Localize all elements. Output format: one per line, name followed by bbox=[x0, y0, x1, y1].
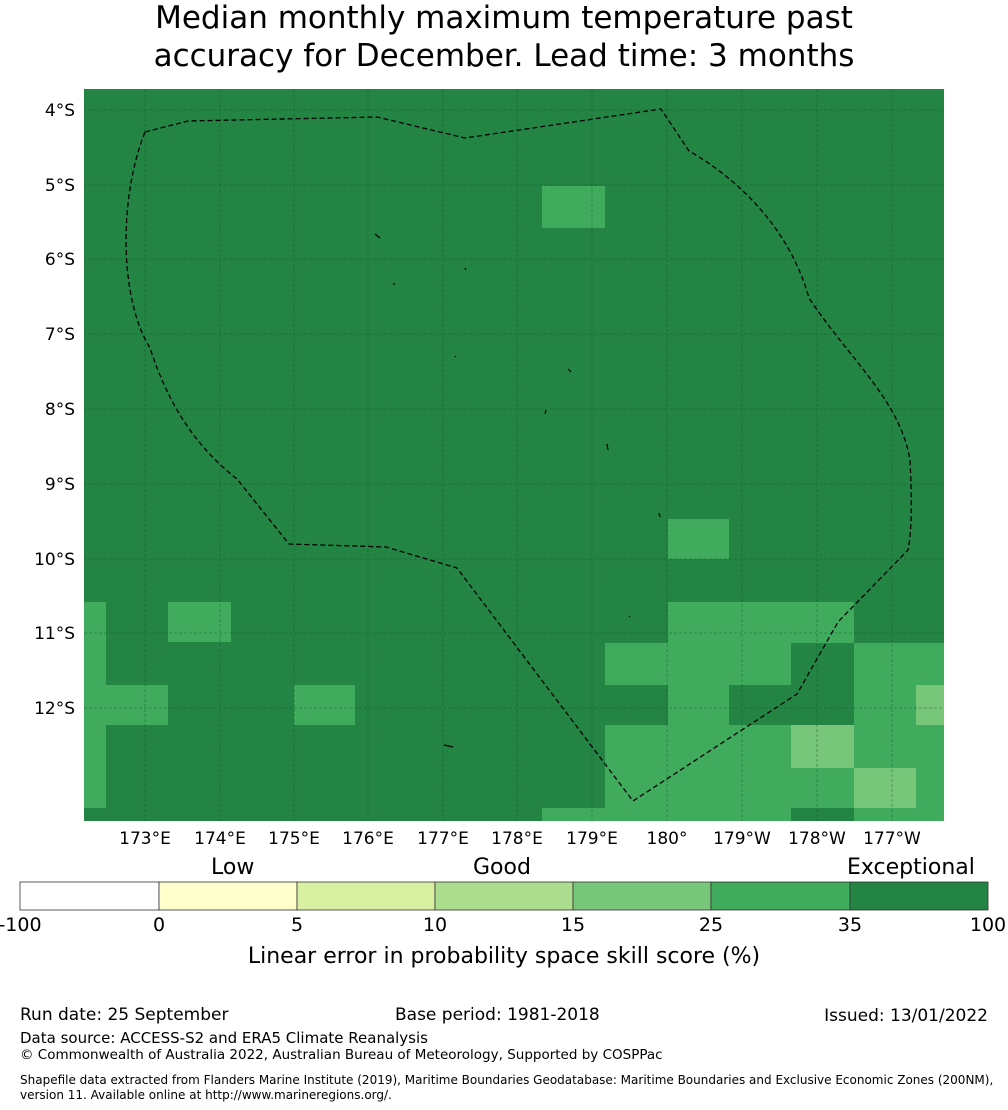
colorbar-segment bbox=[710, 881, 851, 911]
lat-label: 4°S bbox=[45, 101, 75, 121]
skill-cell bbox=[84, 685, 168, 725]
skill-cell bbox=[854, 808, 944, 821]
issued-date: Issued: 13/01/2022 bbox=[824, 1006, 988, 1026]
skill-cell bbox=[668, 519, 729, 559]
colorbar-segment bbox=[434, 881, 574, 911]
colorbar-segment bbox=[19, 881, 160, 911]
skill-cell bbox=[168, 602, 231, 642]
lat-label: 6°S bbox=[45, 250, 75, 270]
category-exceptional: Exceptional bbox=[847, 855, 975, 880]
islands bbox=[374, 233, 661, 748]
colorbar-segment bbox=[296, 881, 436, 911]
colorbar-title: Linear error in probability space skill … bbox=[247, 944, 761, 969]
skill-cell bbox=[542, 186, 605, 228]
skill-cell bbox=[854, 643, 944, 685]
lat-label: 9°S bbox=[45, 475, 75, 495]
lon-label: 179°E bbox=[566, 829, 618, 849]
lon-label: 175°E bbox=[268, 829, 320, 849]
colorbar-tick: 100 bbox=[969, 914, 1007, 936]
title-line-1: Median monthly maximum temperature past bbox=[155, 0, 853, 36]
island bbox=[443, 744, 454, 748]
base-period: Base period: 1981-2018 bbox=[395, 1005, 600, 1025]
lat-label: 7°S bbox=[45, 325, 75, 345]
shapefile-credit: Shapefile data extracted from Flanders M… bbox=[20, 1073, 994, 1102]
eez-boundary bbox=[125, 108, 912, 802]
skill-cell bbox=[542, 808, 605, 821]
lon-label: 178°E bbox=[491, 829, 543, 849]
lat-label: 10°S bbox=[34, 550, 75, 570]
island bbox=[464, 267, 467, 271]
colorbar-tick: 25 bbox=[698, 914, 724, 936]
skill-cell bbox=[668, 602, 854, 643]
category-good: Good bbox=[473, 855, 531, 880]
data-source: Data source: ACCESS-S2 and ERA5 Climate … bbox=[20, 1029, 428, 1047]
lon-label: 179°W bbox=[713, 829, 771, 849]
island bbox=[567, 368, 572, 373]
skill-cell bbox=[854, 768, 916, 808]
skill-cell bbox=[294, 685, 355, 725]
skill-cell bbox=[916, 685, 944, 725]
lat-label: 12°S bbox=[34, 699, 75, 719]
lon-label: 180° bbox=[647, 829, 688, 849]
colorbar-segment bbox=[158, 881, 298, 911]
skill-cell bbox=[791, 725, 854, 768]
copyright: © Commonwealth of Australia 2022, Austra… bbox=[20, 1047, 663, 1063]
run-date: Run date: 25 September bbox=[20, 1005, 229, 1025]
skill-cell bbox=[605, 643, 791, 685]
colorbar-segment bbox=[849, 881, 989, 911]
skill-cell bbox=[791, 768, 854, 808]
island bbox=[374, 233, 381, 239]
colorbar-tick: 10 bbox=[422, 914, 448, 936]
lon-label: 174°E bbox=[194, 829, 246, 849]
skill-cell bbox=[854, 725, 944, 768]
colorbar-tick: -100 bbox=[0, 914, 42, 936]
lat-label: 8°S bbox=[45, 400, 75, 420]
lon-label: 176°E bbox=[342, 829, 394, 849]
skill-cell bbox=[605, 808, 791, 821]
colorbar-segment bbox=[572, 881, 712, 911]
longitude-labels: 173°E 174°E 175°E 176°E 177°E 178°E 179°… bbox=[119, 829, 921, 849]
island bbox=[606, 443, 609, 451]
skill-cell bbox=[605, 725, 791, 808]
colorbar-tick: 35 bbox=[837, 914, 863, 936]
lon-label: 177°W bbox=[863, 829, 921, 849]
colorbar bbox=[19, 881, 989, 911]
lon-label: 173°E bbox=[119, 829, 171, 849]
lon-label: 177°E bbox=[417, 829, 469, 849]
lat-label: 11°S bbox=[34, 624, 75, 644]
colorbar-tick: 5 bbox=[290, 914, 304, 936]
colorbar-tick: 0 bbox=[152, 914, 166, 936]
island bbox=[454, 355, 457, 358]
graticule bbox=[84, 89, 944, 821]
lon-label: 178°W bbox=[788, 829, 846, 849]
skill-cell bbox=[854, 685, 916, 725]
island bbox=[658, 512, 661, 518]
lat-label: 5°S bbox=[45, 176, 75, 196]
map-background bbox=[84, 89, 944, 821]
latitude-labels: 4°S 5°S 6°S 7°S 8°S 9°S 10°S 11°S 12°S bbox=[34, 101, 75, 719]
map-figure: 4°S 5°S 6°S 7°S 8°S 9°S 10°S 11°S 12°S 1… bbox=[34, 89, 944, 849]
island bbox=[628, 615, 631, 618]
skill-cells bbox=[84, 186, 944, 821]
category-low: Low bbox=[211, 855, 255, 880]
title-line-2: accuracy for December. Lead time: 3 mont… bbox=[153, 38, 855, 74]
island bbox=[544, 409, 547, 415]
colorbar-tick: 15 bbox=[560, 914, 586, 936]
skill-cell bbox=[668, 685, 729, 725]
